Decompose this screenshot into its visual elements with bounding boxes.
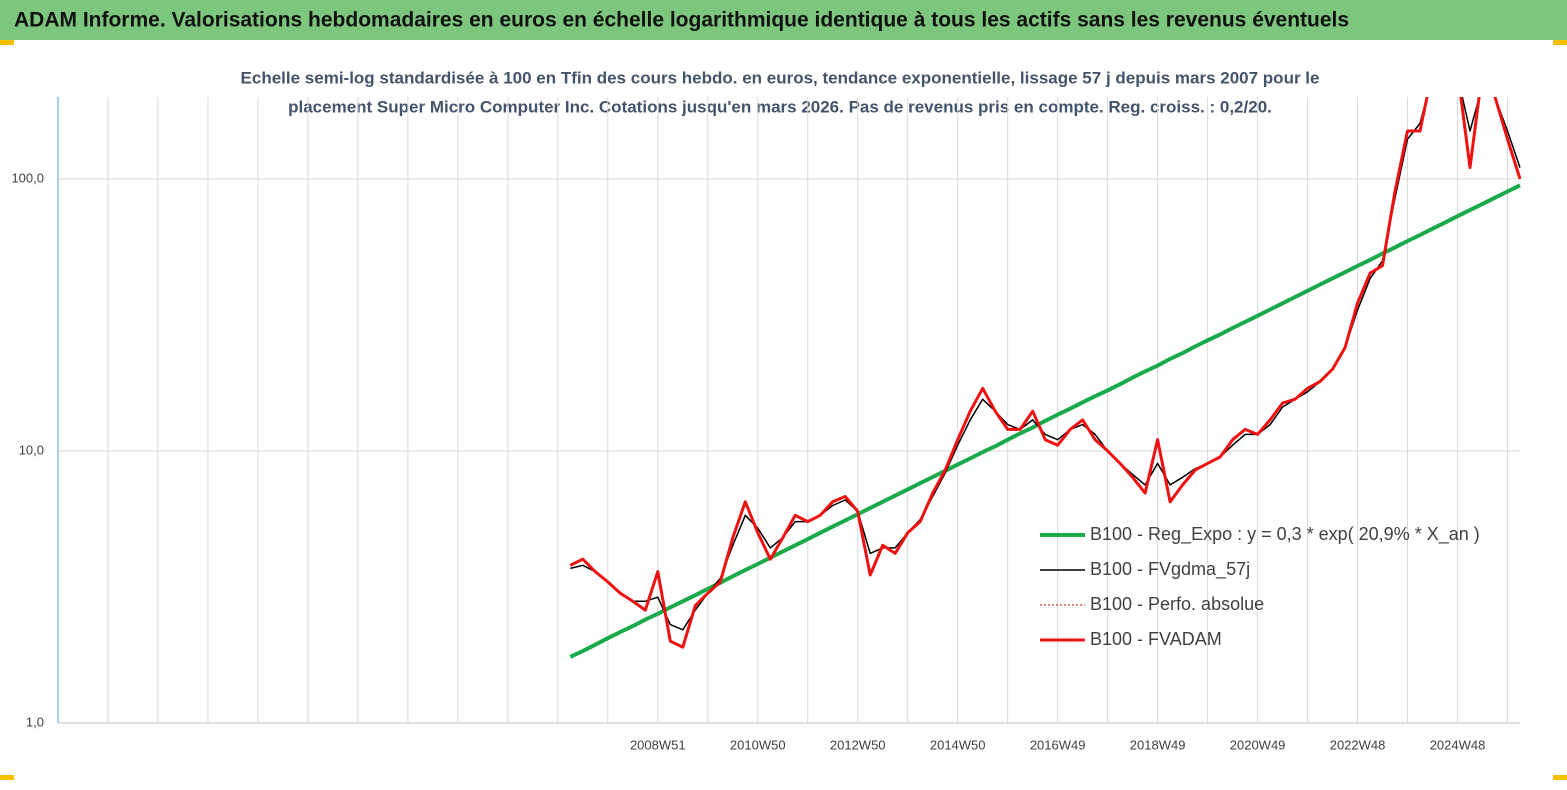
legend-label: B100 - FVADAM [1090,629,1222,649]
x-tick-label: 2010W50 [730,737,786,752]
x-tick-label: 2022W48 [1330,737,1386,752]
plot-area [569,97,1522,659]
x-tick-label: 2008W51 [630,737,686,752]
corner [1553,40,1567,45]
legend-label: B100 - Reg_Expo : y = 0,3 * exp( 20,9% *… [1090,524,1480,545]
x-tick-label: 2024W48 [1430,737,1486,752]
corner [1553,775,1567,780]
x-tick-label: 2020W49 [1230,737,1286,752]
x-tick-label: 2012W50 [830,737,886,752]
series-line [569,183,1521,659]
y-tick-label: 100,0 [11,170,44,185]
chart-title: ADAM Informe. Valorisations hebdomadaire… [14,9,1349,32]
corner [0,40,14,45]
legend-label: B100 - Perfo. absolue [1090,594,1264,614]
subtitle: Echelle semi-log standardisée à 100 en T… [241,68,1320,87]
x-tick-label: 2016W49 [1030,737,1086,752]
x-tick-label: 2014W50 [930,737,986,752]
series-line [569,97,1522,649]
legend-label: B100 - FVgdma_57j [1090,559,1250,580]
corner [0,775,14,780]
title-bar [0,0,1567,40]
subtitle: placement Super Micro Computer Inc. Cota… [288,97,1272,116]
x-tick-label: 2018W49 [1130,737,1186,752]
y-tick-label: 10,0 [19,442,44,457]
y-tick-label: 1,0 [26,714,44,729]
